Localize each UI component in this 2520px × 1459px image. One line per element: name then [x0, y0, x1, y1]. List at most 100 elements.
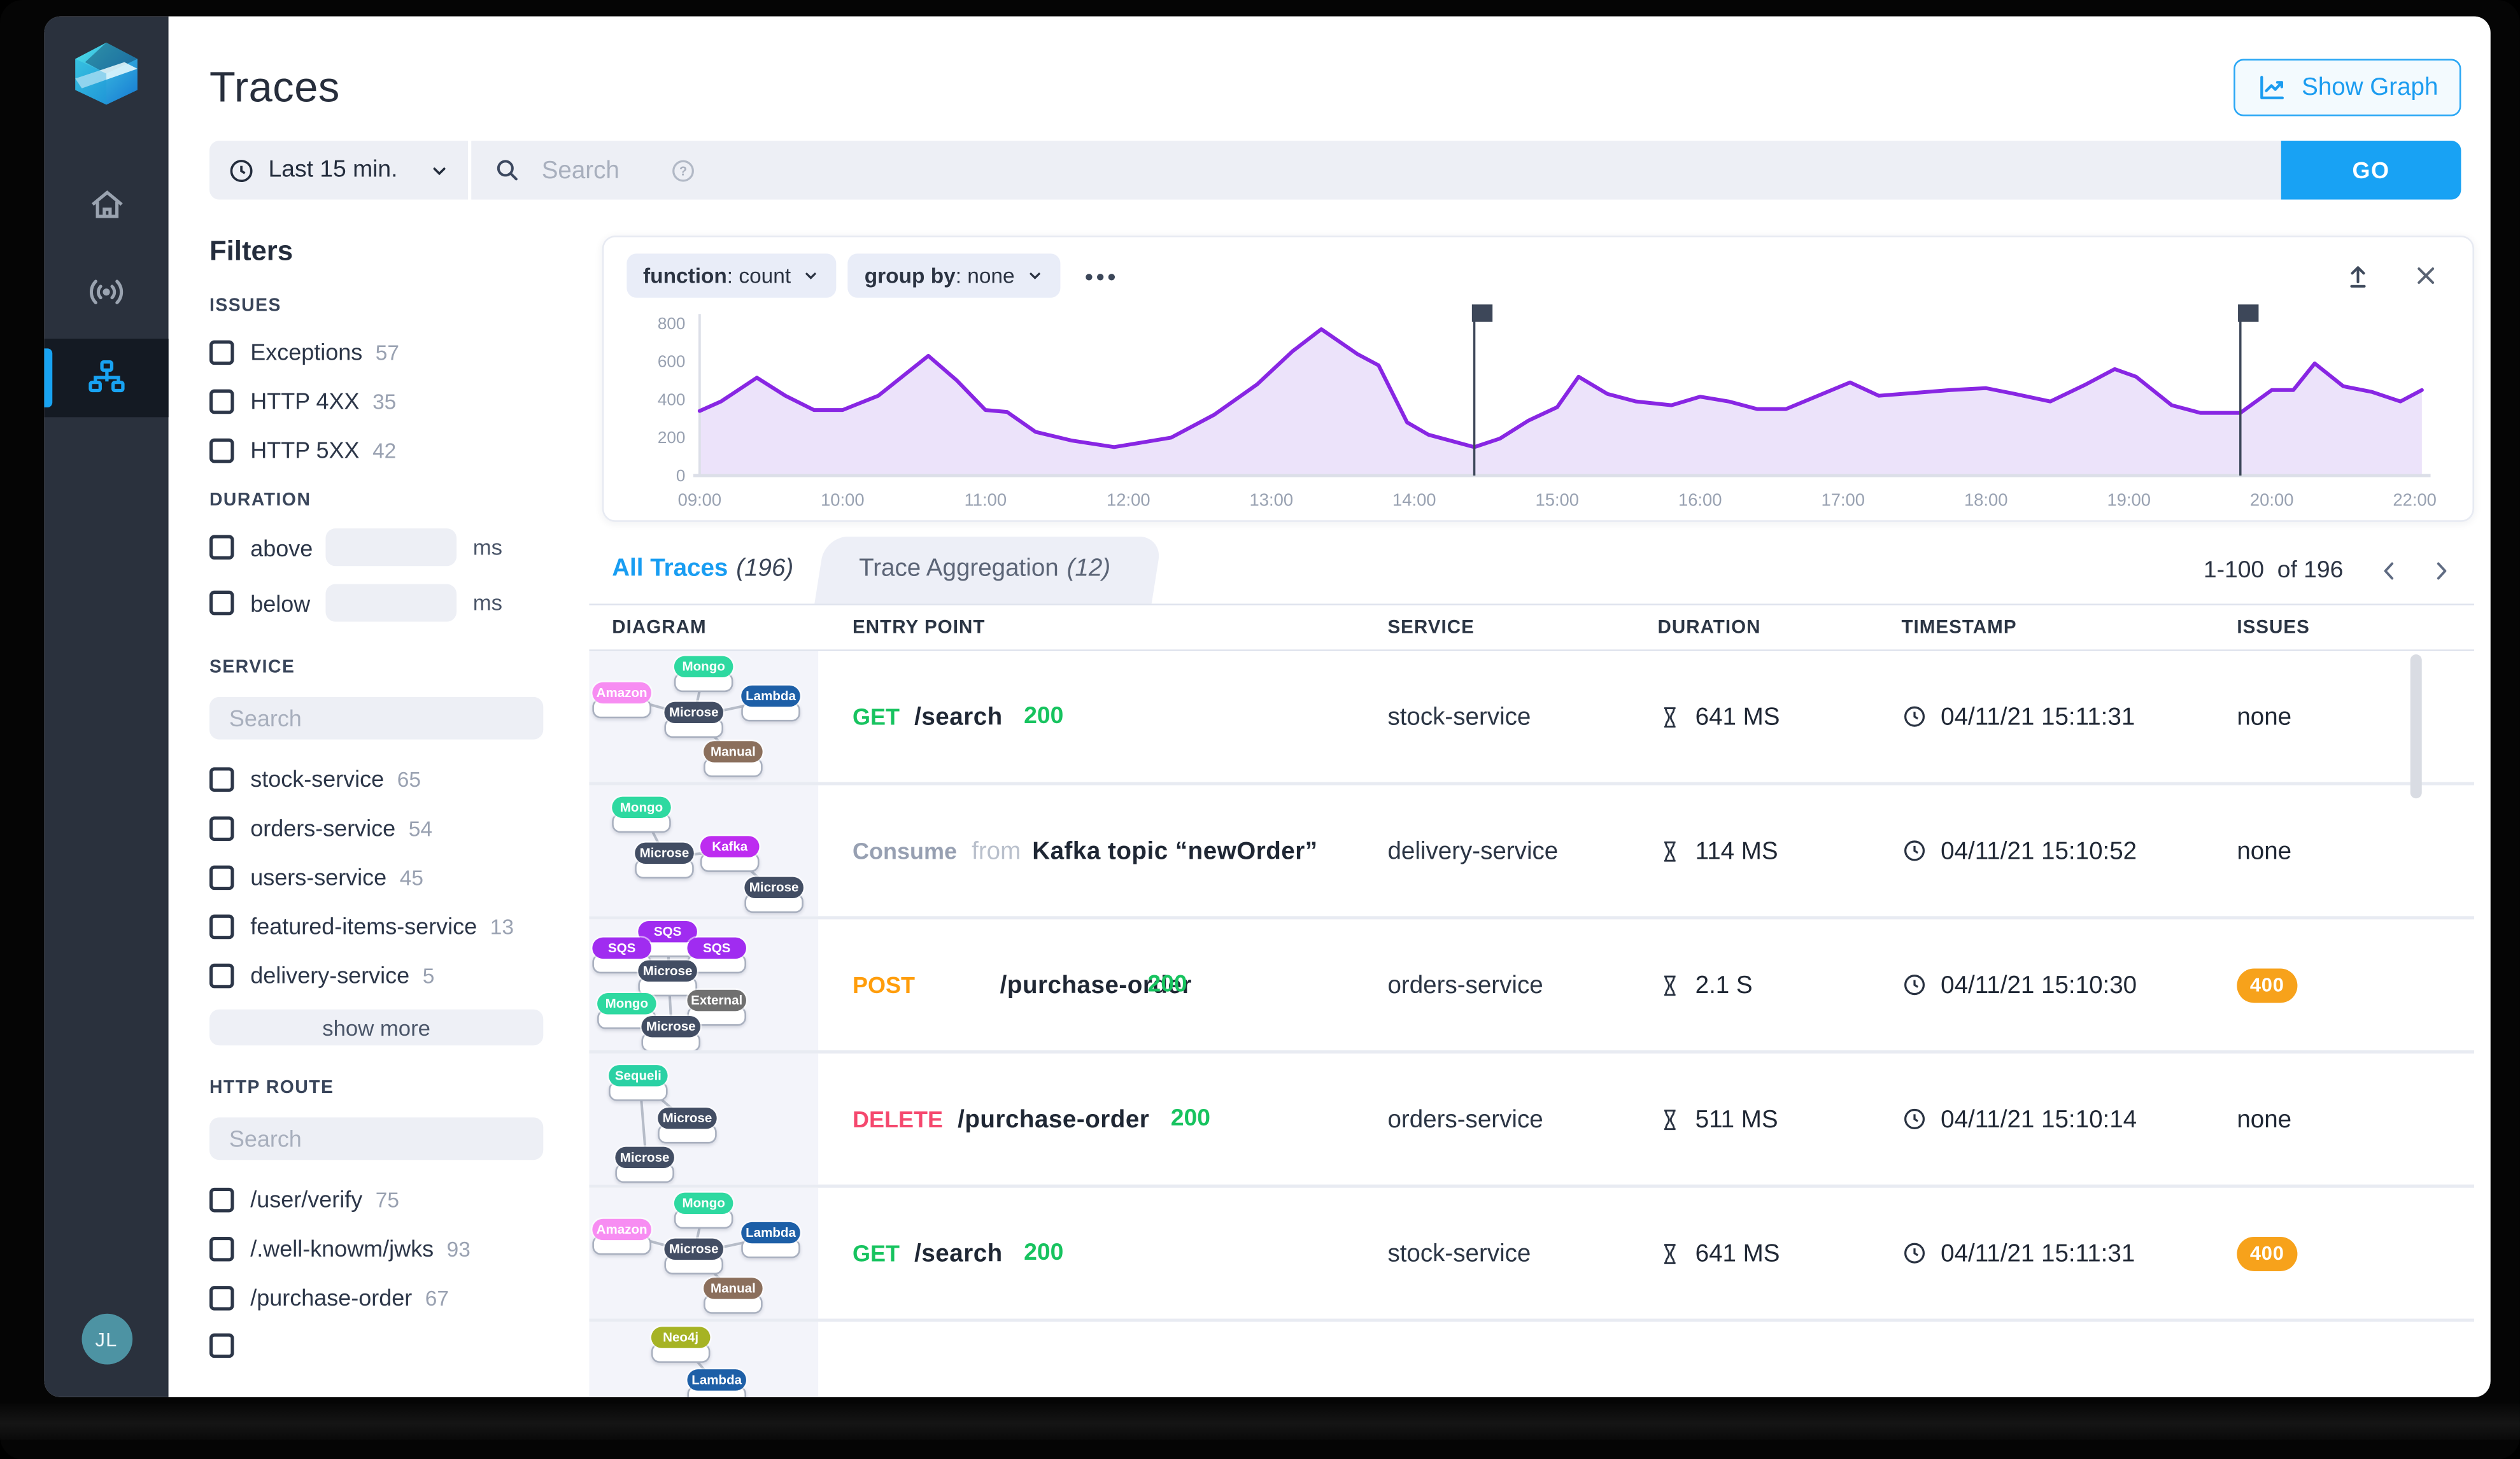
checkbox-partial[interactable] — [209, 1333, 234, 1358]
checkbox-orders-service[interactable] — [209, 815, 234, 840]
checkbox-user-verify[interactable] — [209, 1187, 234, 1212]
table-row[interactable]: Sequeli Microse Microse DELETE /purchase-o… — [589, 1054, 2474, 1188]
export-button[interactable] — [2343, 261, 2372, 290]
trace-search-bar[interactable]: ? — [471, 141, 2281, 200]
filter-option-user-verify[interactable]: /user/verify 75 — [209, 1186, 589, 1212]
show-graph-button[interactable]: Show Graph — [2233, 59, 2461, 116]
duration-cell — [1645, 1322, 1882, 1397]
service-search[interactable] — [209, 696, 544, 740]
checkbox-featured-items-service[interactable] — [209, 913, 234, 938]
http-method: GET — [853, 703, 900, 730]
close-chart-button[interactable] — [2412, 262, 2440, 290]
checkbox-http5xx[interactable] — [209, 437, 234, 463]
table-scrollbar[interactable] — [2410, 654, 2422, 799]
column-header-entry-point: ENTRY POINT — [853, 617, 986, 638]
trace-diagram: Neo4j Lambda — [589, 1322, 819, 1397]
time-range-value: Last 15 min. — [268, 157, 398, 183]
tab-label: Trace Aggregation — [859, 554, 1059, 582]
http-method: POST — [853, 971, 916, 998]
filter-label: delivery-service — [250, 962, 410, 989]
sidebar-item-home[interactable] — [85, 183, 128, 226]
svg-text:0: 0 — [676, 466, 686, 485]
pagination-range: 1-100 — [2203, 558, 2265, 584]
user-avatar[interactable]: JL — [81, 1313, 132, 1365]
go-button[interactable]: GO — [2281, 141, 2461, 200]
filter-option-users-service[interactable]: users-service 45 — [209, 864, 589, 890]
filter-count: 57 — [375, 339, 399, 364]
filter-option-stock-service[interactable]: stock-service 65 — [209, 766, 589, 792]
time-range-picker[interactable]: Last 15 min. — [209, 141, 469, 200]
more-options-button[interactable]: ••• — [1085, 262, 1119, 289]
sidebar-item-traces-active[interactable] — [44, 339, 169, 418]
pagination-prev-button[interactable] — [2366, 556, 2412, 586]
table-row[interactable]: Mongo Amazon Lambda Microse Manual GET /sear… — [589, 651, 2474, 786]
http-route-search[interactable] — [209, 1117, 544, 1160]
filter-option-exceptions[interactable]: Exceptions 57 — [209, 339, 589, 365]
checkbox-delivery-service[interactable] — [209, 962, 234, 988]
hourglass-icon — [1664, 1243, 1676, 1264]
tab-all-traces[interactable]: All Traces (196) — [602, 554, 820, 603]
duration-cell: 641 MS — [1658, 703, 1780, 731]
chevron-down-icon — [806, 272, 817, 279]
filter-label: stock-service — [250, 765, 385, 792]
checkbox-users-service[interactable] — [209, 864, 234, 889]
duration-below-input[interactable] — [325, 584, 457, 622]
diagram-node-lambda: Lambda — [687, 1369, 746, 1397]
issue-badge: 400 — [2237, 968, 2298, 1003]
filter-option-featured-items-service[interactable]: featured-items-service 13 — [209, 913, 589, 939]
svg-text:13:00: 13:00 — [1250, 490, 1294, 509]
brand-logo-icon[interactable] — [69, 39, 144, 108]
filter-count: 65 — [397, 766, 421, 791]
filter-option-http5xx[interactable]: HTTP 5XX 42 — [209, 437, 589, 463]
http-route-search-input[interactable] — [225, 1124, 527, 1153]
chart-line-icon — [2260, 76, 2283, 99]
filter-option-delivery-service[interactable]: delivery-service 5 — [209, 962, 589, 988]
svg-text:200: 200 — [658, 428, 686, 447]
service-search-input[interactable] — [225, 703, 527, 733]
issue-none: none — [2237, 702, 2292, 731]
service-cell: stock-service — [1387, 702, 1531, 731]
clock-icon — [1904, 1108, 1925, 1129]
filter-option-well-known-jwks[interactable]: /.well-knowm/jwks 93 — [209, 1235, 589, 1262]
function-chip[interactable]: function: count — [626, 253, 837, 298]
diagram-node-microse: Microse — [744, 877, 803, 913]
clock-icon — [1904, 840, 1925, 861]
column-header-timestamp: TIMESTAMP — [1901, 617, 2017, 638]
tab-trace-aggregation[interactable]: Trace Aggregation (12) — [819, 537, 1156, 603]
duration-unit: ms — [472, 535, 503, 560]
traces-table: DIAGRAM ENTRY POINT SERVICE DURATION TIM… — [589, 603, 2474, 1397]
checkbox-duration-above[interactable] — [209, 535, 234, 560]
group-by-chip[interactable]: group by: none — [848, 253, 1061, 298]
checkbox-http4xx[interactable] — [209, 388, 234, 413]
filter-option-partial[interactable] — [209, 1333, 589, 1358]
pagination-next-button[interactable] — [2419, 556, 2465, 586]
sidebar-item-live-broadcast[interactable] — [85, 270, 128, 313]
clock-icon — [1904, 706, 1925, 727]
show-more-button[interactable]: show more — [209, 1009, 544, 1046]
filter-count: 54 — [408, 815, 432, 840]
filter-option-orders-service[interactable]: orders-service 54 — [209, 815, 589, 841]
table-row[interactable]: Neo4j Lambda — [589, 1322, 2474, 1397]
checkbox-exceptions[interactable] — [209, 339, 234, 364]
filter-option-http4xx[interactable]: HTTP 4XX 35 — [209, 388, 589, 414]
table-row[interactable]: Mongo Microse Kafka Microse Consume from Ka… — [589, 785, 2474, 920]
checkbox-stock-service[interactable] — [209, 766, 234, 791]
table-row[interactable]: Mongo Amazon Lambda Microse Manual GET /sear… — [589, 1187, 2474, 1322]
clock-icon — [1904, 975, 1925, 996]
filter-duration-below: below ms — [209, 584, 589, 622]
traces-sitemap-icon — [88, 360, 125, 393]
filter-option-purchase-order[interactable]: /purchase-order 67 — [209, 1285, 589, 1311]
issues-cell: none — [2217, 786, 2474, 917]
duration-above-input[interactable] — [325, 528, 457, 567]
checkbox-purchase-order[interactable] — [209, 1285, 234, 1310]
clock-icon — [230, 159, 253, 181]
help-icon[interactable]: ? — [669, 156, 697, 184]
traces-area-chart[interactable]: 0 200 400 600 800 09:00 10:00 11:00 12:00 13:00 14… — [626, 301, 2449, 520]
table-row[interactable]: SQS SQS SQS Microse Mongo External Microse POS… — [589, 919, 2474, 1054]
checkbox-duration-below[interactable] — [209, 590, 234, 616]
timestamp-cell: 04/11/21 15:11:31 — [1901, 703, 2135, 731]
checkbox-well-known-jwks[interactable] — [209, 1236, 234, 1261]
diagram-node-amazon: Amazon — [592, 1218, 651, 1255]
diagram-node-lambda: Lambda — [741, 685, 800, 722]
search-input[interactable] — [538, 154, 653, 186]
